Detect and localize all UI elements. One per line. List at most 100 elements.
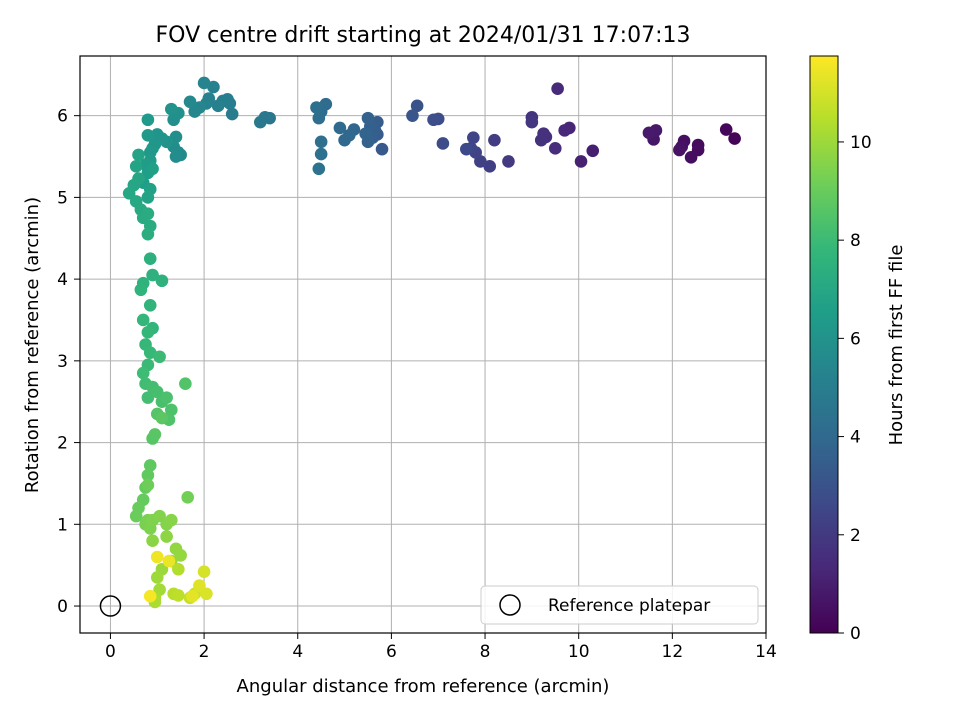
data-point bbox=[141, 113, 155, 127]
x-tick-label: 8 bbox=[480, 642, 491, 662]
x-tick-label: 0 bbox=[105, 642, 116, 662]
data-point bbox=[467, 131, 480, 145]
colorbar-tick-label: 0 bbox=[850, 624, 861, 644]
data-point bbox=[193, 579, 206, 592]
data-point bbox=[558, 124, 571, 137]
data-point bbox=[502, 155, 515, 168]
data-point bbox=[155, 411, 169, 425]
y-tick-label: 6 bbox=[57, 107, 68, 127]
x-axis-ticks: 0 2 4 6 8 10 12 14 bbox=[105, 633, 777, 662]
data-point bbox=[488, 133, 501, 147]
data-point bbox=[150, 385, 164, 399]
data-point bbox=[129, 509, 143, 523]
data-point bbox=[141, 468, 155, 482]
data-point bbox=[181, 491, 194, 504]
x-axis-label: Angular distance from reference (arcmin) bbox=[237, 676, 610, 697]
data-point bbox=[460, 142, 473, 156]
data-point bbox=[338, 133, 351, 147]
data-point bbox=[165, 102, 178, 116]
data-point bbox=[141, 391, 155, 404]
data-point bbox=[551, 82, 564, 95]
data-point bbox=[586, 144, 600, 158]
data-point bbox=[333, 121, 347, 135]
data-point bbox=[153, 350, 166, 364]
data-point bbox=[548, 142, 562, 155]
y-tick-label: 0 bbox=[57, 597, 68, 617]
data-point bbox=[146, 534, 159, 547]
data-point bbox=[148, 428, 162, 441]
x-tick-label: 10 bbox=[568, 642, 590, 662]
data-point bbox=[165, 513, 178, 527]
x-tick-label: 14 bbox=[755, 642, 777, 662]
data-point bbox=[169, 130, 183, 144]
data-point bbox=[143, 589, 157, 603]
data-point bbox=[310, 101, 323, 114]
data-point bbox=[197, 565, 211, 579]
scatter-points bbox=[122, 76, 741, 609]
colorbar-tick-label: 8 bbox=[850, 231, 861, 251]
grid bbox=[80, 56, 767, 633]
y-tick-label: 3 bbox=[57, 352, 68, 372]
colorbar: 0 2 4 6 8 10 Hours from first FF file bbox=[809, 55, 907, 644]
data-point bbox=[642, 126, 656, 140]
data-point bbox=[132, 148, 145, 162]
data-point bbox=[143, 298, 157, 312]
data-point bbox=[436, 137, 450, 150]
data-point bbox=[141, 325, 155, 339]
data-point bbox=[160, 530, 173, 543]
data-point bbox=[141, 478, 155, 492]
data-point bbox=[312, 111, 326, 125]
data-point bbox=[162, 554, 176, 568]
x-tick-label: 6 bbox=[386, 642, 397, 662]
data-point bbox=[183, 95, 197, 109]
x-tick-label: 12 bbox=[662, 642, 684, 662]
data-point bbox=[200, 587, 213, 601]
y-tick-label: 2 bbox=[57, 434, 68, 454]
y-axis-ticks: 0 1 2 3 4 5 6 bbox=[57, 107, 80, 617]
data-point bbox=[141, 191, 155, 204]
data-point bbox=[312, 162, 326, 176]
data-point bbox=[150, 571, 164, 584]
data-point bbox=[174, 549, 187, 562]
colorbar-label: Hours from first FF file bbox=[886, 245, 907, 446]
chart-title: FOV centre drift starting at 2024/01/31 … bbox=[156, 23, 691, 48]
reference-point-marker bbox=[99, 595, 122, 617]
data-point bbox=[165, 403, 178, 417]
colorbar-tick-label: 2 bbox=[850, 526, 861, 546]
data-point bbox=[719, 123, 733, 136]
data-point bbox=[179, 377, 192, 391]
data-point bbox=[155, 274, 169, 288]
colorbar-tick-label: 4 bbox=[850, 428, 861, 448]
data-point bbox=[143, 459, 157, 472]
legend-box bbox=[480, 585, 759, 625]
data-point bbox=[160, 391, 173, 404]
data-point bbox=[359, 127, 372, 140]
data-point bbox=[122, 187, 136, 200]
data-point bbox=[136, 313, 150, 327]
data-point bbox=[211, 99, 225, 113]
data-point bbox=[141, 128, 155, 142]
data-point bbox=[146, 268, 159, 282]
data-point bbox=[169, 150, 183, 163]
data-point bbox=[188, 105, 202, 118]
data-point bbox=[141, 227, 155, 241]
colorbar-ticks: 0 2 4 6 8 10 bbox=[838, 133, 872, 644]
y-tick-label: 4 bbox=[57, 270, 68, 290]
data-point bbox=[186, 589, 199, 603]
data-point bbox=[197, 76, 211, 90]
data-point bbox=[361, 111, 375, 125]
data-point bbox=[427, 113, 440, 127]
data-point bbox=[375, 142, 389, 156]
data-point bbox=[129, 160, 143, 173]
colorbar-tick-label: 10 bbox=[850, 133, 872, 153]
data-point bbox=[225, 107, 239, 121]
data-point bbox=[146, 162, 159, 176]
colorbar-gradient bbox=[809, 55, 839, 634]
data-point bbox=[143, 252, 157, 265]
data-point bbox=[141, 207, 155, 221]
y-tick-label: 1 bbox=[57, 515, 68, 535]
data-point bbox=[134, 283, 148, 297]
data-point bbox=[728, 132, 741, 145]
data-point bbox=[525, 115, 539, 129]
